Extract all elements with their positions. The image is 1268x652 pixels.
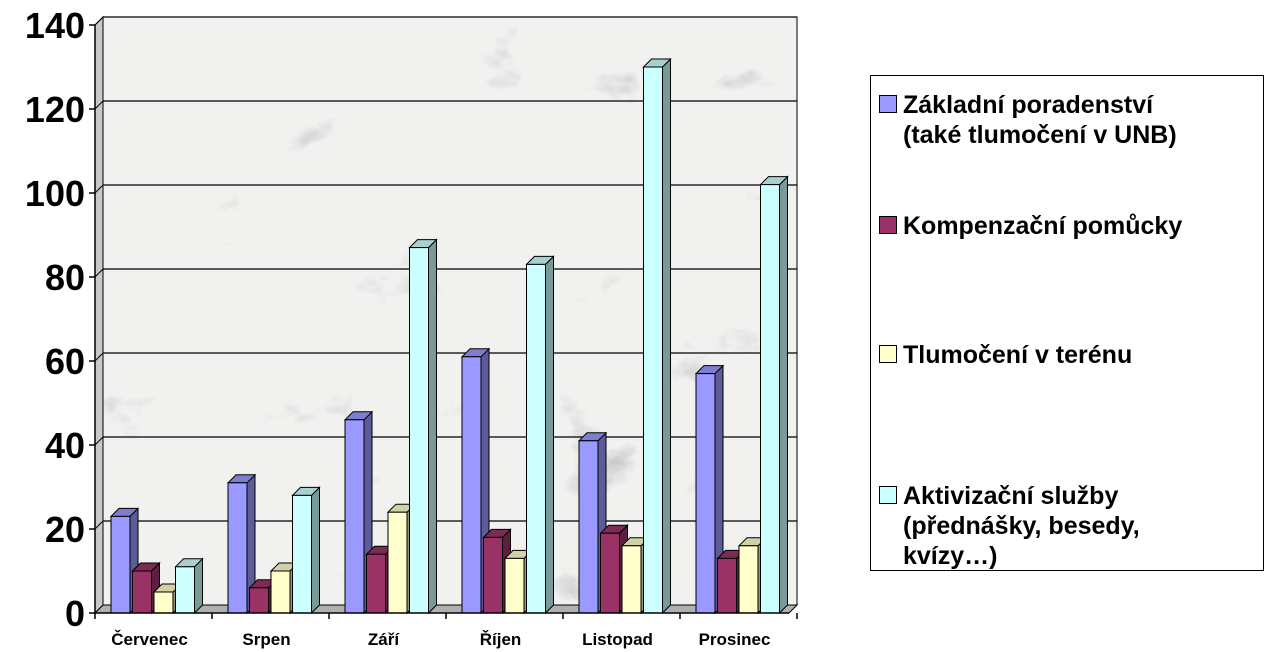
bar-0-5 <box>694 364 725 615</box>
legend: Základní poradenství (také tlumočení v U… <box>870 75 1264 571</box>
legend-swatch <box>879 216 897 234</box>
legend-label: Základní poradenství (také tlumočení v U… <box>903 91 1177 149</box>
y-tick-label: 40 <box>45 425 85 466</box>
gridline-diag <box>94 520 104 530</box>
marble-wall <box>103 17 797 605</box>
x-tick-label: Listopad <box>582 630 653 649</box>
legend-entry-kompenzacni-pomucky: Kompenzační pomůcky <box>879 211 1259 241</box>
y-tick-label: 80 <box>45 257 85 298</box>
x-tick-label: Srpen <box>242 630 290 649</box>
y-tick-label: 120 <box>25 89 85 130</box>
bar-3-0 <box>174 557 204 615</box>
axes <box>89 24 798 619</box>
y-tick-label: 140 <box>25 5 85 46</box>
gridline-diag <box>94 16 104 26</box>
bar-3-2 <box>408 238 438 615</box>
bars <box>109 57 789 615</box>
x-tick-label: Prosinec <box>699 630 771 649</box>
y-axis-tick-labels: 0 20 40 60 80 100 120 140 <box>25 5 85 634</box>
legend-entry-tlumoceni-v-terenu: Tlumočení v terénu <box>879 340 1259 370</box>
bar-0-1 <box>226 473 257 615</box>
x-axis-tick-labels: Červenec Srpen Září Říjen Listopad Prosinec <box>111 630 770 649</box>
gridline-diag <box>94 184 104 194</box>
bar-3-5 <box>759 175 789 615</box>
bar-3-3 <box>525 255 555 615</box>
legend-swatch <box>879 345 897 363</box>
legend-swatch <box>879 95 897 113</box>
y-tick-label: 20 <box>45 509 85 550</box>
x-tick-label: Říjen <box>480 630 522 649</box>
legend-label: Tlumočení v terénu <box>903 341 1133 369</box>
legend-swatch <box>879 486 897 504</box>
gridline-diag <box>94 352 104 362</box>
plot-background <box>93 15 799 615</box>
gridline-diag <box>94 436 104 446</box>
side-wall <box>94 15 104 615</box>
x-tick-label: Září <box>368 630 400 649</box>
legend-entry-zakladni-poradenstvi: Základní poradenství (také tlumočení v U… <box>879 90 1259 150</box>
y-tick-label: 100 <box>25 173 85 214</box>
bar-3-4 <box>642 57 672 615</box>
y-tick-label: 0 <box>65 593 85 634</box>
bar-3-1 <box>291 486 321 615</box>
legend-label: Kompenzační pomůcky <box>903 212 1183 240</box>
y-tick-label: 60 <box>45 341 85 382</box>
gridline-diag <box>94 268 104 278</box>
legend-label: Aktivizační služby (přednášky, besedy, k… <box>903 482 1140 570</box>
gridline-diag <box>94 100 104 110</box>
gridlines <box>94 16 797 530</box>
x-tick-label: Červenec <box>111 630 188 649</box>
legend-entry-aktivizacni-sluzby: Aktivizační služby (přednášky, besedy, k… <box>879 481 1259 571</box>
